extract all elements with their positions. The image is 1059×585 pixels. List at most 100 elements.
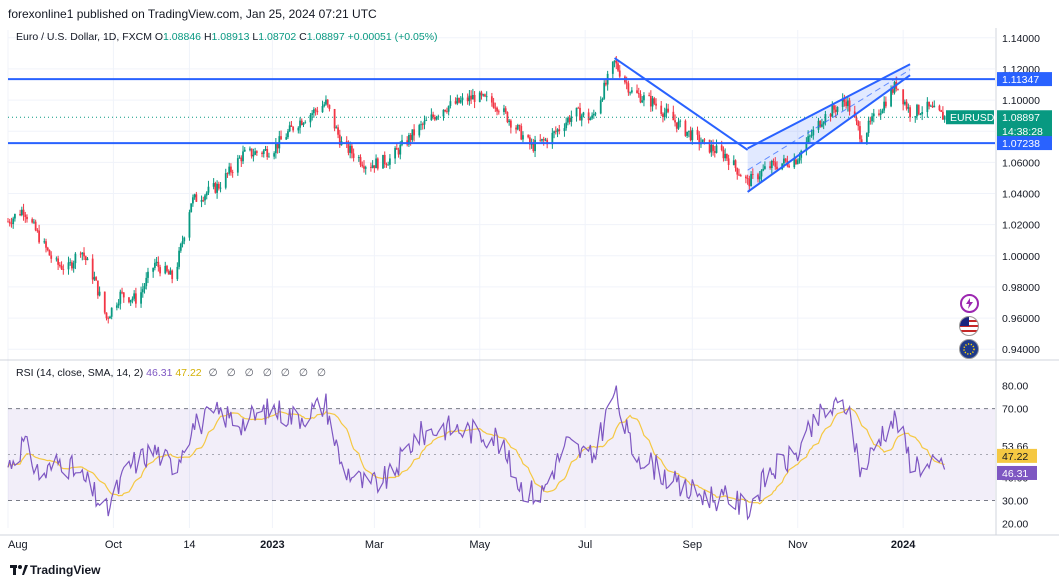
candle-body (565, 122, 568, 129)
tradingview-brand: TradingView (30, 563, 101, 577)
footer (0, 558, 1059, 585)
candle-body (720, 145, 723, 150)
candle-body (337, 127, 339, 135)
candle-body (710, 144, 713, 153)
candle-body (166, 265, 168, 272)
candle-body (484, 94, 486, 97)
candle-body (724, 153, 727, 159)
symbol-tag-label: EURUSD (950, 112, 995, 124)
candle-body (579, 107, 581, 121)
price-tick-label: 0.98000 (1002, 282, 1040, 294)
candle-body (309, 114, 312, 123)
sma-legend-value: 47.22 (175, 367, 202, 379)
candle-body (482, 94, 485, 96)
candle-body (373, 165, 376, 169)
candle-body (454, 101, 457, 104)
high-value: 1.08913 (211, 31, 250, 43)
candle-body (746, 178, 749, 180)
candle-body (503, 108, 505, 112)
candle-body (601, 98, 604, 101)
lightning-icon[interactable] (960, 294, 979, 313)
candle-body (520, 126, 523, 140)
candle-body (738, 174, 740, 176)
candle-body (541, 138, 543, 141)
time-tick-label: 14 (183, 539, 195, 551)
candle-body (264, 148, 267, 151)
candle-body (219, 187, 222, 189)
candle-body (516, 125, 519, 130)
price-tick-label: 1.04000 (1002, 189, 1040, 201)
candle-body (204, 195, 206, 201)
rsi-legend: RSI (14, close, SMA, 14, 2) 46.31 47.22 … (16, 367, 329, 379)
candle-body (361, 164, 364, 167)
candle-body (153, 262, 156, 268)
candle-body (732, 160, 735, 165)
candle-body (689, 130, 692, 141)
candle-body (408, 134, 410, 145)
candle-body (751, 174, 754, 175)
candle-body (824, 114, 827, 123)
candle-body (675, 122, 678, 129)
change-value: +0.00051 (+0.05%) (347, 31, 438, 43)
candle-body (74, 253, 77, 264)
candle-body (57, 258, 60, 265)
candle-body (836, 106, 839, 112)
candle-body (442, 109, 445, 117)
candle-body (727, 158, 730, 165)
candle-body (22, 209, 25, 215)
price-marker-box (997, 136, 1052, 151)
candle-body (639, 94, 642, 103)
candle-body (470, 95, 473, 100)
candle-body (285, 137, 288, 140)
us-flag-icon[interactable] (959, 316, 979, 336)
candle-body (333, 108, 336, 129)
candle-body (420, 124, 422, 126)
candle-body (480, 92, 483, 96)
candle-body (176, 266, 179, 280)
candle-body (551, 132, 554, 145)
candle-body (554, 131, 557, 133)
candle-body (869, 120, 872, 122)
candle-body (169, 270, 172, 275)
candle-body (411, 129, 414, 140)
price-tick-label: 0.96000 (1002, 313, 1040, 325)
price-tick-label: 1.00000 (1002, 251, 1040, 263)
candle-body (684, 120, 687, 136)
candle-body (592, 113, 595, 116)
candle-body (397, 149, 400, 155)
candle-body (292, 126, 295, 131)
candle-body (916, 104, 918, 117)
price-chart[interactable]: 1.140001.120001.100001.080001.060001.040… (0, 0, 1059, 558)
candle-body (119, 291, 122, 304)
eu-flag-icon[interactable] (959, 339, 979, 359)
candle-body (31, 219, 34, 223)
candle-body (121, 291, 123, 293)
candle-body (914, 116, 917, 118)
candle-body (909, 107, 911, 118)
candle-body (370, 167, 372, 168)
candle-body (926, 101, 929, 113)
candle-body (629, 92, 632, 94)
candle-body (183, 237, 186, 242)
candle-body (325, 99, 327, 105)
rsi-label: RSI (14, close, SMA, 14, 2) (16, 367, 144, 379)
candle-body (865, 132, 868, 144)
candle-body (190, 203, 193, 213)
candle-body (570, 116, 573, 122)
candle-body (722, 149, 725, 159)
candle-body (795, 159, 797, 165)
time-tick-label: Nov (788, 539, 808, 551)
candle-body (115, 305, 118, 308)
candle-body (605, 82, 607, 85)
candle-body (423, 120, 426, 125)
candle-body (618, 70, 621, 77)
candle-body (8, 221, 11, 224)
candle-body (817, 120, 820, 130)
candle-body (919, 114, 922, 115)
candle-body (807, 136, 810, 142)
time-tick-label: Sep (683, 539, 703, 551)
candle-body (471, 95, 474, 100)
candle-body (843, 99, 846, 102)
candle-body (568, 118, 571, 122)
candle-body (395, 148, 398, 150)
